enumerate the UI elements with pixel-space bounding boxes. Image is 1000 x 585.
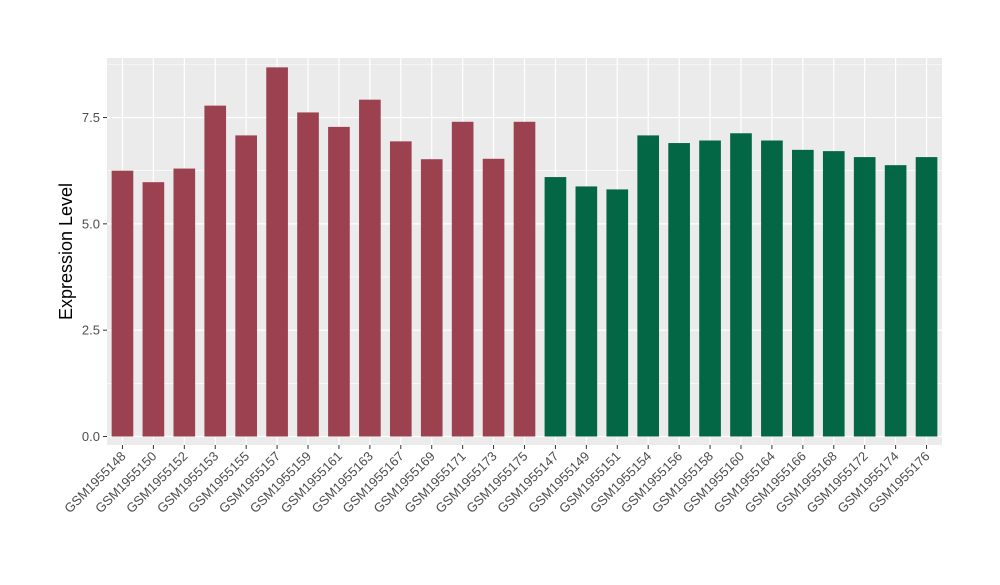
bar-GSM1955167 — [389, 141, 412, 437]
bar-GSM1955151 — [606, 189, 629, 437]
bar-GSM1955158 — [699, 140, 721, 437]
bar-GSM1955147 — [544, 177, 567, 437]
y-tick-label: 0.0 — [82, 429, 100, 444]
bar-GSM1955152 — [173, 168, 196, 437]
y-tick-label: 5.0 — [82, 216, 100, 231]
bar-GSM1955156 — [668, 143, 690, 437]
bar-GSM1955163 — [359, 99, 381, 437]
bar-GSM1955154 — [637, 135, 660, 437]
bar-GSM1955159 — [297, 112, 319, 437]
bar-GSM1955161 — [328, 126, 350, 437]
bar-GSM1955171 — [451, 121, 474, 437]
bar-GSM1955166 — [792, 149, 814, 437]
bar-GSM1955168 — [822, 151, 845, 437]
bars — [111, 67, 938, 437]
bar-GSM1955172 — [853, 157, 876, 437]
bar-GSM1955176 — [915, 157, 938, 437]
y-tick-label: 2.5 — [82, 323, 100, 338]
y-axis-label: Expression Level — [56, 183, 76, 320]
bar-GSM1955148 — [111, 170, 134, 437]
bar-GSM1955149 — [575, 186, 598, 437]
bar-GSM1955157 — [266, 67, 288, 437]
y-axis: 0.0 2.5 5.0 7.5 — [82, 110, 107, 444]
bar-GSM1955160 — [730, 133, 752, 437]
bar-GSM1955169 — [420, 159, 443, 437]
bar-GSM1955174 — [884, 165, 907, 437]
bar-GSM1955155 — [235, 135, 257, 437]
bar-GSM1955150 — [142, 182, 165, 437]
x-axis: GSM1955148GSM1955150GSM1955152GSM1955153… — [61, 445, 933, 516]
bar-GSM1955175 — [513, 121, 536, 437]
bar-GSM1955153 — [204, 105, 227, 437]
y-tick-label: 7.5 — [82, 110, 100, 125]
bar-GSM1955173 — [482, 158, 505, 437]
bar-GSM1955164 — [761, 140, 783, 437]
